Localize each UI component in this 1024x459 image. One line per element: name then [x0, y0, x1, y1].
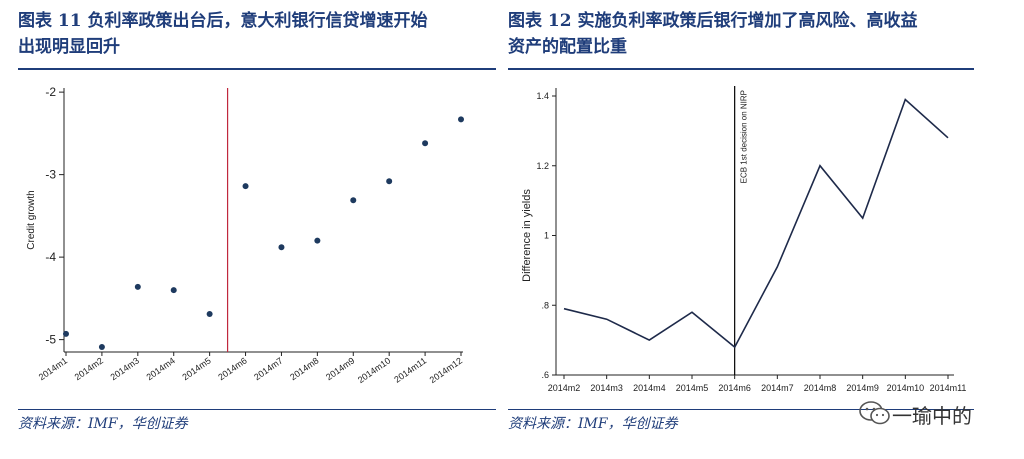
y-axis-label: Credit growth — [26, 190, 37, 249]
x-tick-label: 2014m3 — [109, 355, 141, 382]
x-tick-label: 2014m7 — [252, 355, 284, 382]
y-tick-label: 1.2 — [536, 161, 549, 171]
x-tick-label: 2014m9 — [324, 355, 356, 382]
watermark-text: 一瑜中的 — [892, 404, 972, 428]
x-tick-label: 2014m4 — [144, 355, 176, 382]
y-axis-label: Difference in yields — [521, 189, 533, 282]
x-tick-label: 2014m5 — [180, 355, 212, 382]
data-point — [170, 287, 177, 294]
y-tick-label: 1 — [544, 231, 549, 241]
x-tick-label: 2014m3 — [590, 383, 623, 393]
figure-12-title-line1: 图表 12 实施负利率政策后银行增加了高风险、高收益 — [508, 11, 918, 31]
data-point — [242, 183, 249, 190]
yield-difference-line-chart: 1.4 1.2 1 .8 .6 Difference in yields ECB 1st d… — [521, 86, 967, 393]
x-tick-label: 2014m2 — [73, 355, 105, 382]
y-tick-label: 1.4 — [536, 91, 549, 101]
data-point — [458, 116, 464, 123]
x-tick-label: 2014m1 — [37, 355, 69, 382]
data-point — [314, 237, 321, 244]
figure-12-source: 资料来源：IMF，华创证券 — [508, 416, 678, 432]
data-point — [98, 344, 105, 351]
x-tick-label: 2014m2 — [548, 383, 581, 393]
figure-11-title-line2: 出现明显回升 — [18, 37, 120, 57]
x-tick-label: 2014m4 — [633, 383, 666, 393]
figure-11-title-line1: 图表 11 负利率政策出台后，意大利银行信贷增速开始 — [18, 11, 428, 31]
y-tick-label: .8 — [541, 300, 549, 310]
x-tick-label: 2014m12 — [428, 355, 464, 385]
data-point — [386, 178, 393, 185]
figure-11-bottom-rule — [18, 409, 496, 410]
x-tick-label: 2014m10 — [356, 355, 392, 385]
data-point — [278, 244, 285, 251]
vline-annotation: ECB 1st decision on NIRP — [740, 90, 749, 183]
figure-11-title: 图表 11 负利率政策出台后，意大利银行信贷增速开始 出现明显回升 — [18, 8, 496, 60]
figure-12-bottom-rule — [508, 409, 974, 410]
x-tick-label: 2014m11 — [930, 383, 967, 393]
x-tick-label: 2014m6 — [718, 383, 751, 393]
data-point — [134, 283, 141, 290]
yield-difference-series-line — [563, 98, 949, 349]
figure-11-panel: 图表 11 负利率政策出台后，意大利银行信贷增速开始 出现明显回升 -2 -3 -4… — [18, 0, 496, 459]
figure-12-title-line2: 资产的配置比重 — [508, 37, 627, 57]
data-point — [206, 311, 213, 318]
x-tick-label: 2014m6 — [216, 355, 248, 382]
data-point — [422, 140, 429, 147]
y-tick-label: .6 — [541, 370, 549, 380]
figure-12-title: 图表 12 实施负利率政策后银行增加了高风险、高收益 资产的配置比重 — [508, 8, 974, 60]
data-point — [350, 197, 357, 204]
x-tick-label: 2014m10 — [887, 383, 925, 393]
wechat-logo-icon — [859, 401, 890, 425]
y-tick-label: -3 — [45, 168, 56, 182]
figure-11-source: 资料来源：IMF，华创证券 — [18, 416, 188, 432]
x-tick-label: 2014m8 — [288, 355, 320, 382]
x-tick-label: 2014m5 — [676, 383, 709, 393]
x-tick-label: 2014m11 — [392, 355, 428, 384]
data-point — [63, 330, 69, 337]
y-tick-label: -5 — [45, 333, 56, 347]
x-tick-label: 2014m7 — [761, 383, 794, 393]
x-tick-label: 2014m8 — [804, 383, 837, 393]
figure-12-panel: 图表 12 实施负利率政策后银行增加了高风险、高收益 资产的配置比重 1.4 1.… — [508, 0, 974, 459]
y-tick-label: -2 — [45, 85, 56, 99]
figure-11-top-rule — [18, 68, 496, 70]
x-tick-label: 2014m9 — [846, 383, 879, 393]
y-tick-label: -4 — [45, 250, 56, 264]
figure-12-top-rule — [508, 68, 974, 70]
